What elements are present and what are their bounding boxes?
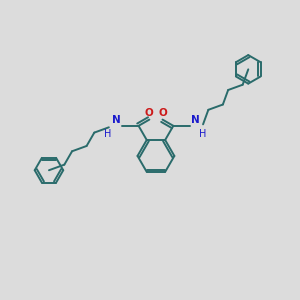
Text: H: H xyxy=(199,129,207,140)
Text: O: O xyxy=(158,108,167,118)
Text: N: N xyxy=(191,115,200,125)
Text: N: N xyxy=(112,115,121,125)
Text: O: O xyxy=(145,108,154,118)
Text: H: H xyxy=(104,129,112,140)
